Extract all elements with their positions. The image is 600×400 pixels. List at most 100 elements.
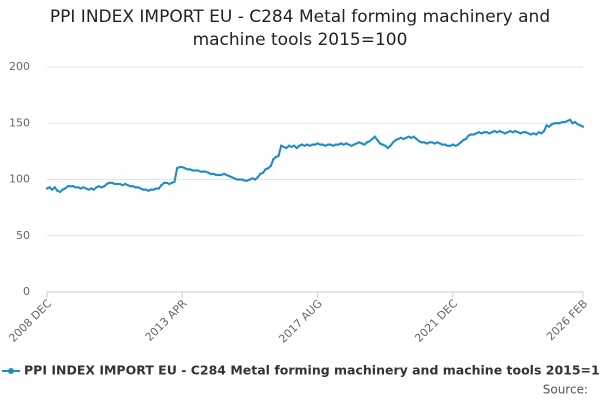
data-point: [514, 129, 517, 133]
data-point: [246, 179, 249, 182]
data-point: [269, 164, 272, 168]
data-point: [121, 183, 124, 187]
data-point: [550, 123, 553, 126]
data-point: [402, 137, 405, 141]
data-point: [227, 174, 231, 178]
data-point: [456, 143, 460, 146]
data-point: [131, 185, 135, 188]
data-point: [48, 186, 51, 189]
data-point: [287, 144, 291, 147]
data-point: [482, 131, 486, 134]
data-point: [467, 134, 470, 137]
data-point: [100, 186, 103, 189]
data-point: [149, 188, 153, 191]
data-point: [324, 144, 327, 147]
data-point: [71, 185, 75, 188]
data-point: [45, 187, 49, 190]
data-point: [295, 146, 298, 150]
data-point: [415, 137, 418, 141]
data-point: [230, 176, 233, 179]
data-point: [162, 181, 166, 185]
x-tick-label: 2026 FEB: [544, 297, 590, 343]
data-point: [209, 172, 213, 176]
data-point: [407, 135, 410, 138]
data-point: [305, 143, 309, 146]
data-point: [352, 143, 356, 146]
data-point: [82, 186, 85, 189]
data-point: [144, 188, 148, 191]
data-point: [532, 132, 535, 135]
data-point: [365, 141, 369, 144]
data-point: [540, 132, 543, 135]
data-point: [108, 181, 111, 185]
data-point: [428, 141, 431, 144]
data-point: [253, 178, 257, 181]
data-point: [165, 181, 168, 185]
data-point: [178, 165, 181, 169]
data-point: [139, 187, 142, 190]
data-point: [508, 129, 512, 133]
data-point: [90, 187, 93, 190]
data-point: [490, 131, 494, 134]
data-point: [391, 141, 395, 144]
y-tick-label: 200: [9, 60, 30, 73]
data-point: [61, 188, 64, 191]
data-point: [95, 186, 98, 189]
data-point: [84, 187, 88, 190]
data-point: [516, 131, 520, 134]
data-point: [386, 146, 390, 150]
data-point: [425, 142, 429, 145]
data-point: [501, 131, 504, 134]
data-point: [350, 144, 353, 147]
data-point: [123, 182, 127, 186]
data-point: [358, 141, 361, 144]
data-point: [376, 138, 379, 142]
data-point: [103, 185, 106, 188]
data-point: [56, 189, 59, 192]
data-point: [443, 143, 447, 146]
data-point: [204, 170, 207, 173]
data-point: [212, 172, 215, 176]
data-point: [194, 169, 197, 172]
data-point: [188, 168, 192, 171]
data-point: [527, 132, 530, 135]
data-point: [399, 136, 403, 140]
data-point: [97, 185, 101, 188]
data-point: [441, 143, 444, 146]
data-point: [292, 144, 296, 147]
data-point: [186, 168, 189, 171]
x-tick-label: 2013 APR: [143, 297, 190, 344]
data-line: [46, 118, 584, 194]
data-point: [199, 170, 202, 173]
data-point: [300, 143, 304, 146]
data-point: [579, 124, 582, 127]
data-point: [74, 186, 77, 189]
data-point: [170, 181, 174, 185]
data-point: [524, 131, 527, 134]
data-point: [220, 173, 223, 177]
data-point: [560, 120, 564, 124]
data-point: [235, 178, 239, 181]
data-point: [77, 186, 80, 189]
data-point: [126, 183, 129, 187]
data-point: [498, 129, 501, 133]
data-point: [555, 122, 559, 125]
data-point: [321, 143, 325, 146]
data-point: [285, 146, 288, 150]
data-point: [410, 136, 413, 140]
data-point: [537, 131, 540, 134]
data-point: [511, 131, 514, 134]
data-point: [451, 143, 455, 146]
data-point: [433, 142, 436, 145]
data-point: [277, 154, 280, 158]
data-point: [261, 171, 265, 174]
data-point: [566, 119, 569, 123]
data-point: [69, 185, 72, 188]
data-point: [373, 135, 377, 138]
data-point: [191, 169, 194, 172]
legend-marker: [8, 368, 14, 374]
data-point: [240, 178, 244, 181]
data-point: [113, 182, 116, 186]
data-point: [462, 138, 465, 142]
data-point: [404, 136, 408, 140]
